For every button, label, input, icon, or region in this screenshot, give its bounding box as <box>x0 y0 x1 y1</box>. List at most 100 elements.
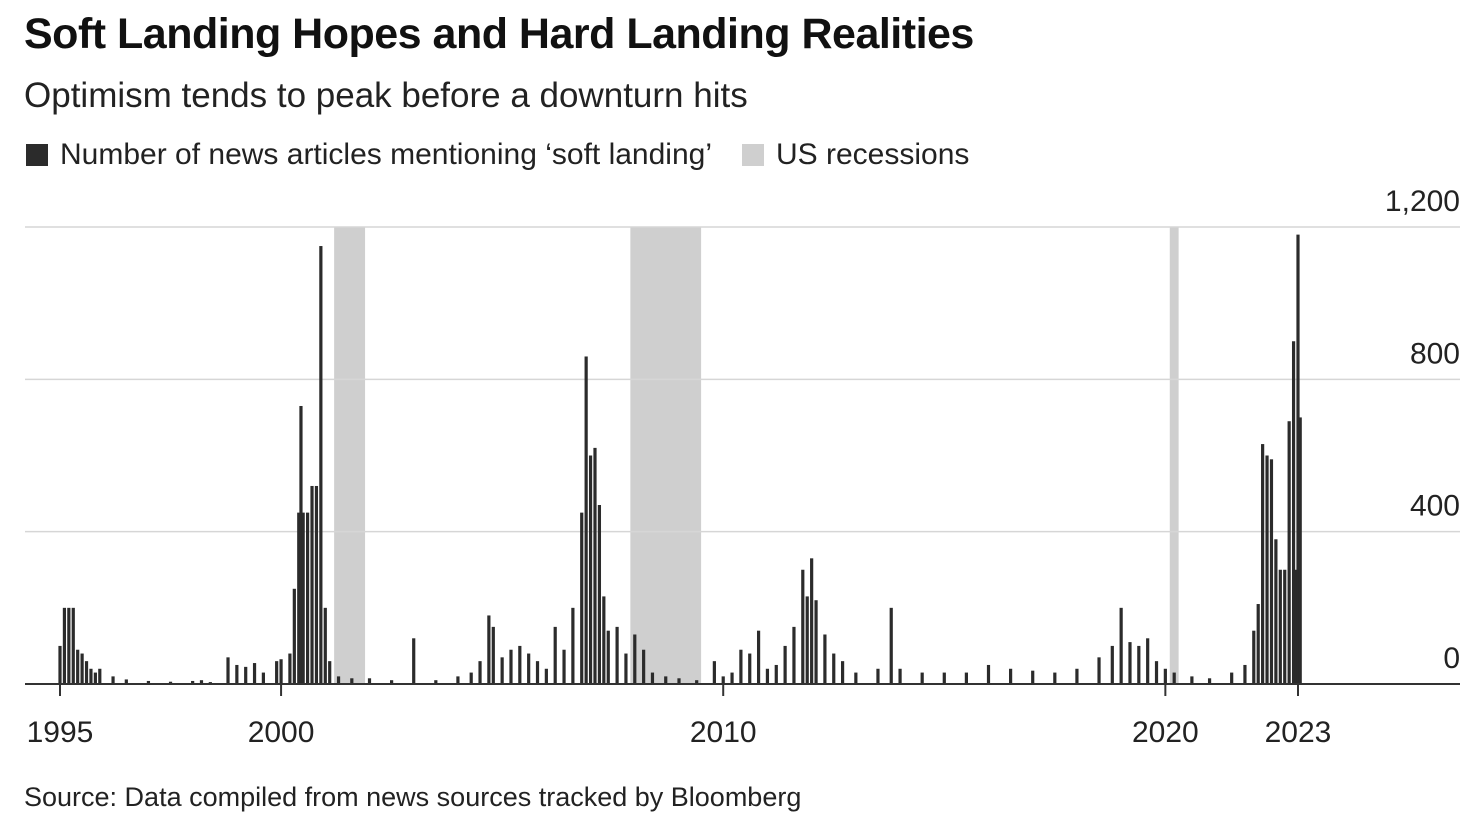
bar-2 <box>67 607 71 684</box>
bar-58 <box>593 447 597 684</box>
bar-99 <box>1097 657 1101 684</box>
bar-90 <box>898 668 902 684</box>
y-tick-label-0: 0 <box>1443 642 1460 675</box>
bar-60 <box>602 596 606 684</box>
y-tick-label-2: 800 <box>1410 337 1460 370</box>
bar-112 <box>1252 630 1256 684</box>
bar-38 <box>390 680 394 684</box>
bar-95 <box>1009 668 1013 684</box>
bar-39 <box>412 638 416 684</box>
bar-114 <box>1261 444 1265 684</box>
chart-title: Soft Landing Hopes and Hard Landing Real… <box>24 10 974 58</box>
bar-80 <box>801 569 805 684</box>
bar-18 <box>235 664 239 684</box>
bar-107 <box>1172 672 1176 684</box>
bar-24 <box>288 653 292 684</box>
bar-48 <box>518 645 522 684</box>
bar-87 <box>854 672 858 684</box>
bar-57 <box>588 455 593 684</box>
bar-98 <box>1075 668 1079 684</box>
legend-swatch-recessions <box>742 144 764 166</box>
bar-82 <box>810 558 814 684</box>
bar-53 <box>562 649 566 684</box>
bar-71 <box>721 676 725 684</box>
bar-50 <box>535 661 540 684</box>
bar-9 <box>98 668 102 684</box>
bar-4 <box>76 649 80 684</box>
chart-subtitle: Optimism tends to peak before a downturn… <box>24 76 748 115</box>
recession-band-2 <box>1169 227 1179 684</box>
recession-band-0 <box>334 227 366 684</box>
x-tick-label-2: 2010 <box>690 716 757 749</box>
bar-55 <box>580 512 584 684</box>
bar-84 <box>823 634 827 684</box>
bar-26 <box>297 512 301 684</box>
legend-swatch-articles <box>26 144 48 166</box>
bar-100 <box>1110 645 1114 684</box>
bar-13 <box>168 681 173 684</box>
bar-7 <box>89 668 93 684</box>
y-tick-label-3: 1,200 <box>1385 185 1460 218</box>
bar-25 <box>292 588 296 684</box>
bar-119 <box>1283 569 1287 684</box>
bar-45 <box>491 626 495 684</box>
bar-61 <box>606 630 610 684</box>
bar-10 <box>111 676 115 684</box>
bar-32 <box>319 246 323 684</box>
bar-69 <box>695 680 699 684</box>
bar-77 <box>774 664 778 684</box>
chart-source: Source: Data compiled from news sources … <box>24 782 802 812</box>
legend-label-articles: Number of news articles mentioning ‘soft… <box>60 138 712 171</box>
bar-64 <box>633 634 637 684</box>
bar-34 <box>328 661 332 684</box>
bar-109 <box>1207 678 1212 684</box>
bar-106 <box>1163 668 1167 684</box>
bar-22 <box>275 661 279 684</box>
bar-31 <box>314 485 319 684</box>
bar-78 <box>783 645 787 684</box>
bar-73 <box>739 649 743 684</box>
bar-96 <box>1031 670 1035 684</box>
bar-123 <box>1296 234 1300 684</box>
legend-item-articles: Number of news articles mentioning ‘soft… <box>26 138 712 172</box>
bar-0 <box>58 645 62 684</box>
bar-97 <box>1053 672 1057 684</box>
bar-42 <box>469 672 473 684</box>
bar-14 <box>191 680 195 684</box>
bar-91 <box>920 672 924 684</box>
bar-76 <box>765 668 770 684</box>
bar-66 <box>650 672 655 684</box>
x-tick-label-0: 1995 <box>27 716 94 749</box>
bar-54 <box>571 607 575 684</box>
bar-40 <box>434 680 438 684</box>
bar-52 <box>553 626 557 684</box>
bar-35 <box>336 676 341 684</box>
bar-17 <box>226 657 230 684</box>
bar-12 <box>146 680 151 684</box>
bar-36 <box>350 678 354 684</box>
bar-15 <box>199 680 204 684</box>
x-tick-label-4: 2023 <box>1265 716 1332 749</box>
bar-1 <box>62 607 67 684</box>
bar-121 <box>1291 341 1296 684</box>
bar-72 <box>730 672 734 684</box>
bar-113 <box>1256 604 1260 684</box>
bar-41 <box>456 676 460 684</box>
bar-51 <box>544 668 548 684</box>
bar-124 <box>1298 417 1302 684</box>
bar-62 <box>615 626 619 684</box>
y-tick-label-1: 400 <box>1410 490 1460 523</box>
legend-label-recessions: US recessions <box>776 138 970 171</box>
bar-47 <box>509 649 513 684</box>
bar-115 <box>1265 455 1269 684</box>
bar-29 <box>306 512 310 684</box>
bar-92 <box>942 672 946 684</box>
bar-116 <box>1269 459 1274 684</box>
bar-75 <box>756 630 761 684</box>
bar-89 <box>889 607 893 684</box>
bar-23 <box>279 659 283 684</box>
legend: Number of news articles mentioning ‘soft… <box>26 138 999 172</box>
bar-5 <box>80 653 84 684</box>
bar-120 <box>1287 421 1291 684</box>
